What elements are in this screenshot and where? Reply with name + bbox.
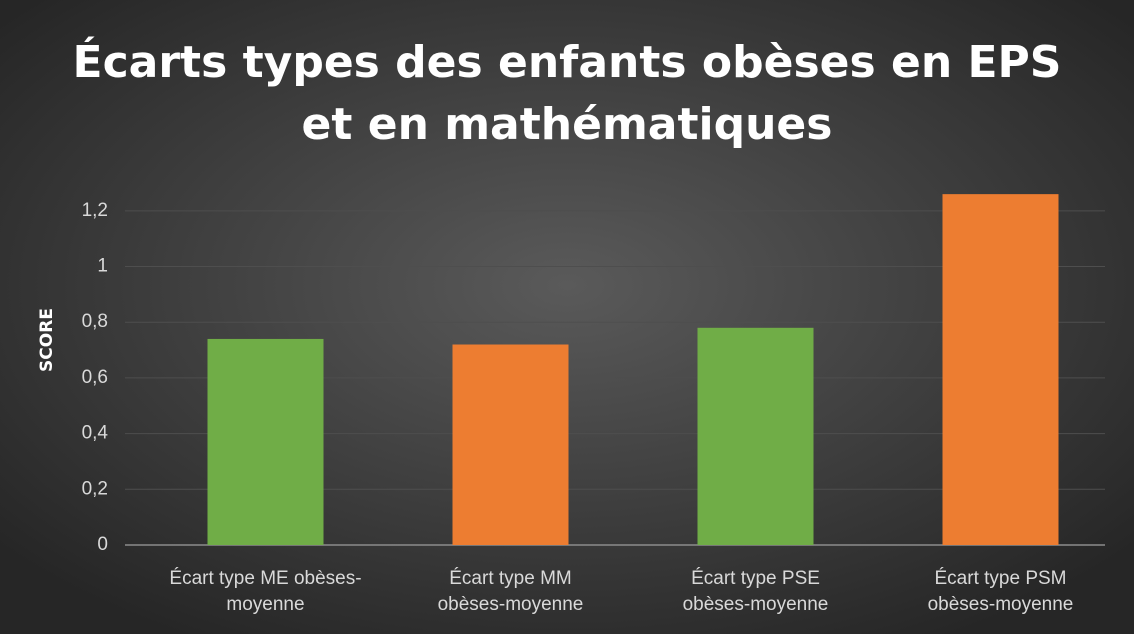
y-tick-label: 0,4 bbox=[82, 423, 109, 444]
x-tick-label: Écart type ME obèses- moyenne bbox=[169, 568, 362, 615]
y-tick-label: 0,2 bbox=[82, 478, 108, 499]
bar bbox=[207, 338, 324, 545]
chart-title: Écarts types des enfants obèses en EPS et… bbox=[73, 35, 1062, 150]
y-tick-label: 1,2 bbox=[82, 200, 108, 221]
y-axis-label: SCORE bbox=[37, 308, 57, 372]
bar bbox=[697, 327, 814, 545]
bar bbox=[452, 344, 569, 545]
y-tick-label: 0,6 bbox=[82, 367, 108, 388]
y-tick-label: 0,8 bbox=[82, 311, 108, 332]
x-tick-label: Écart type PSM obèses-moyenne bbox=[927, 568, 1074, 615]
bar bbox=[942, 194, 1059, 545]
x-tick-label: Écart type MM obèses-moyenne bbox=[437, 568, 584, 615]
y-tick-label: 0 bbox=[97, 534, 108, 555]
x-tick-label: Écart type PSE obèses-moyenne bbox=[682, 568, 829, 615]
y-tick-label: 1 bbox=[97, 256, 108, 277]
